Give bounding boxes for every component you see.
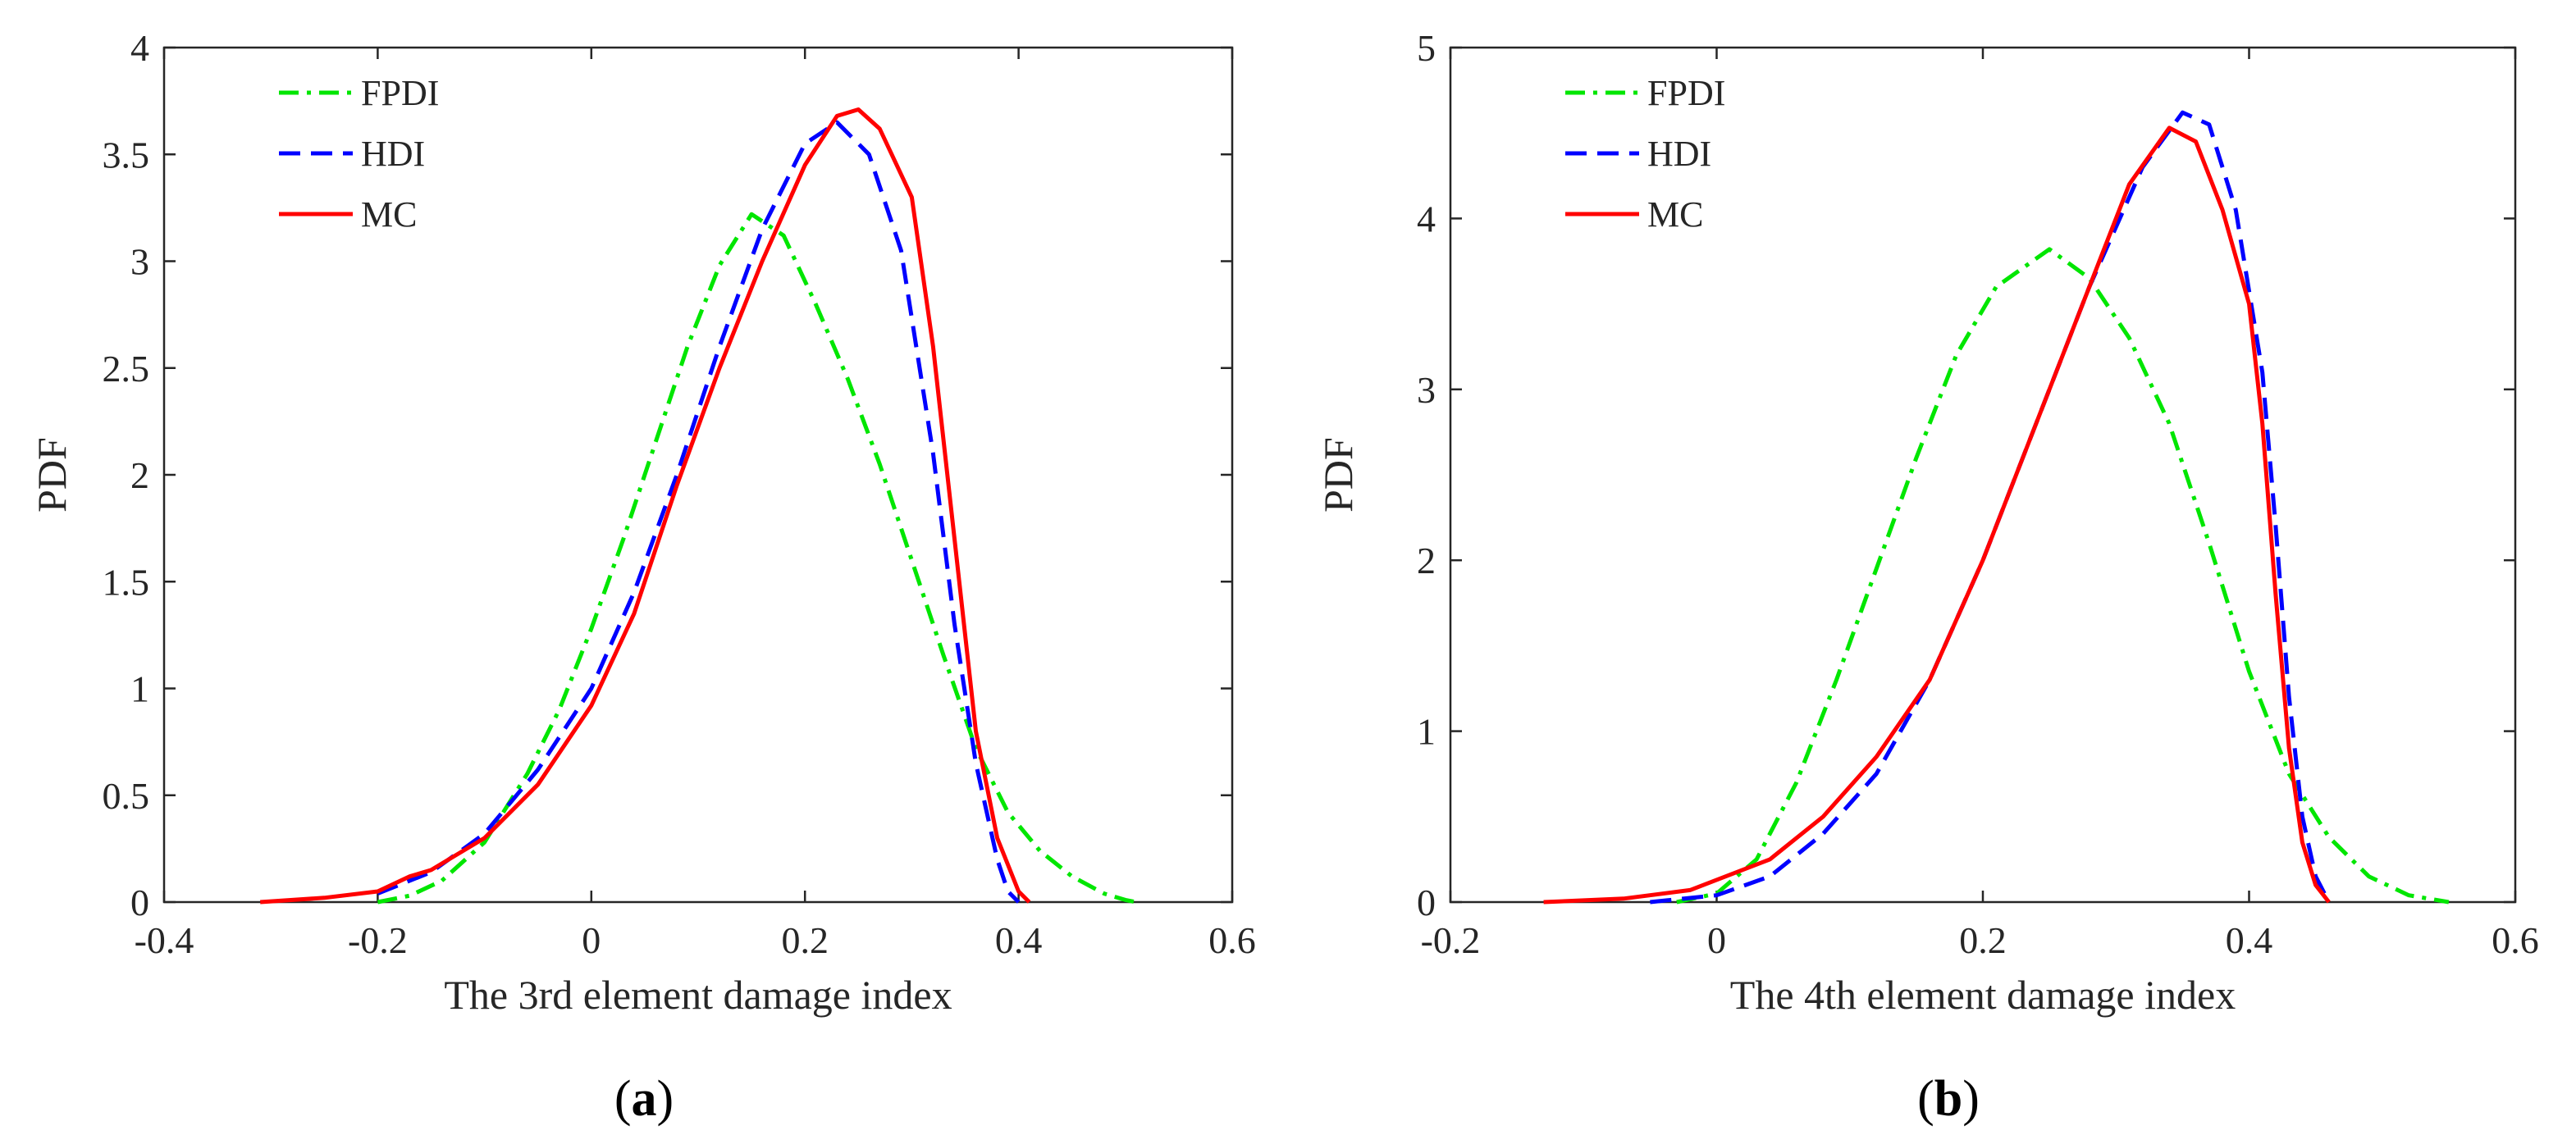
y-tick-label: 1 — [130, 668, 149, 710]
caption-close-paren: ) — [1962, 1071, 1980, 1127]
x-tick-label: -0.2 — [348, 919, 408, 961]
y-tick-label: 3 — [1417, 369, 1436, 411]
series-line-mc — [260, 107, 1031, 905]
x-tick-label: -0.2 — [1421, 919, 1481, 961]
y-tick-label: 3 — [130, 241, 149, 283]
y-tick-label: 3.5 — [103, 134, 150, 175]
caption-open-paren: ( — [614, 1071, 632, 1127]
series-line-fpdi — [1676, 247, 2450, 905]
x-tick-label: 0.4 — [995, 919, 1043, 961]
plot-frame — [1449, 46, 2517, 904]
panel-caption: (a) — [614, 1071, 674, 1127]
x-tick-label: 0.6 — [2492, 919, 2539, 961]
caption-letter: b — [1934, 1071, 1962, 1127]
legend: FPDI HDI MC — [279, 73, 439, 235]
legend-label-hdi: HDI — [361, 134, 425, 174]
legend-label-mc: MC — [1647, 194, 1703, 235]
y-tick-label: 4 — [130, 27, 149, 69]
x-tick-label: 0.2 — [781, 919, 829, 961]
x-tick-label: 0.4 — [2226, 919, 2273, 961]
x-tick-label: 0 — [1707, 919, 1726, 961]
x-tick-label: 0.6 — [1208, 919, 1256, 961]
x-tick-label: 0 — [582, 919, 601, 961]
y-tick-label: 0 — [130, 882, 149, 923]
panel-caption: (b) — [1917, 1071, 1980, 1127]
y-tick-label: 1 — [1417, 711, 1436, 753]
x-tick-label: -0.4 — [135, 919, 194, 961]
legend-label-hdi: HDI — [1647, 134, 1711, 174]
x-axis-label: The 3rd element damage index — [444, 972, 952, 1018]
series-line-fpdi — [377, 212, 1137, 905]
panel-a: -0.4 -0.2 0 0.2 0.4 0.6 0 0.5 1 1.5 2 2.5 3 3.5 4 The 3… — [29, 27, 1256, 1127]
plot-frame — [162, 46, 1234, 904]
legend-label-fpdi: FPDI — [361, 73, 439, 113]
series-line-mc — [1543, 125, 2331, 905]
y-tick-label: 2.5 — [103, 348, 150, 390]
y-tick-label: 1.5 — [103, 561, 150, 603]
caption-letter: a — [632, 1071, 657, 1127]
y-tick-label: 2 — [1417, 540, 1436, 581]
y-axis-label: PDF — [29, 437, 75, 513]
y-tick-label: 0.5 — [103, 775, 150, 817]
caption-close-paren: ) — [657, 1071, 674, 1127]
legend-label-fpdi: FPDI — [1647, 73, 1725, 113]
x-tick-label: 0.2 — [1959, 919, 2007, 961]
legend-label-mc: MC — [361, 194, 417, 235]
y-tick-label: 5 — [1417, 27, 1436, 69]
y-tick-label: 4 — [1417, 198, 1436, 239]
x-axis-label: The 4th element damage index — [1730, 972, 2236, 1018]
series-line-hdi — [377, 120, 1021, 904]
legend: FPDI HDI MC — [1565, 73, 1725, 235]
caption-open-paren: ( — [1917, 1071, 1934, 1127]
y-axis-label: PDF — [1315, 437, 1361, 513]
y-tick-label: 0 — [1417, 882, 1436, 923]
y-tick-label: 2 — [130, 454, 149, 496]
